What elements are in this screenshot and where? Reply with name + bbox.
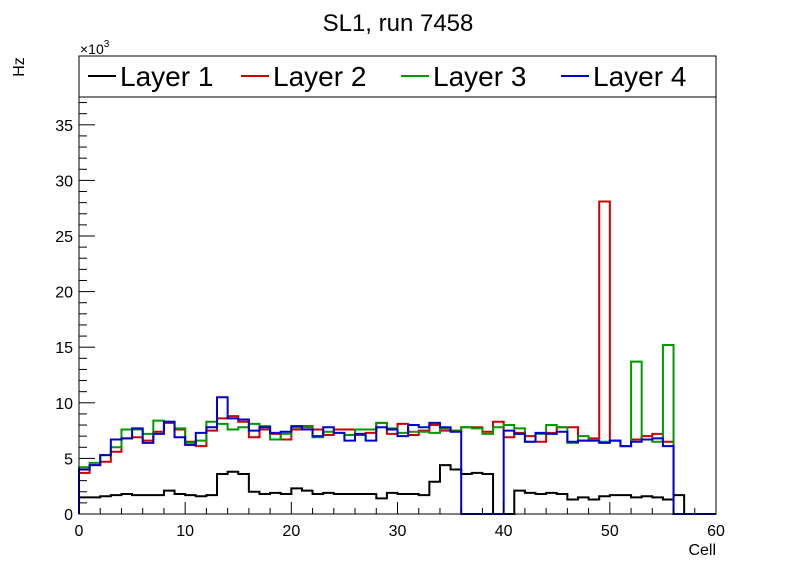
legend: Layer 1 Layer 2 Layer 3 Layer 4 xyxy=(78,55,717,98)
y-tick-label: 20 xyxy=(55,285,73,302)
legend-label-3: Layer 3 xyxy=(433,61,526,92)
legend-label-1: Layer 1 xyxy=(120,61,213,92)
x-tick-label: 30 xyxy=(389,523,407,540)
legend-box xyxy=(78,55,717,98)
y-tick-label: 30 xyxy=(55,173,73,190)
y-tick-label: 0 xyxy=(64,507,73,524)
chart-title: SL1, run 7458 xyxy=(323,10,474,37)
legend-label-2: Layer 2 xyxy=(273,61,366,92)
y-scale-factor: ×103 xyxy=(80,39,110,57)
y-scale-mult: ×10 xyxy=(80,41,104,57)
plot-frame xyxy=(78,96,717,515)
x-tick-label: 40 xyxy=(495,523,513,540)
x-tick-label: 10 xyxy=(176,523,194,540)
histogram-lines xyxy=(78,200,716,515)
y-scale-exponent: 3 xyxy=(104,39,110,50)
series-line-4 xyxy=(78,396,716,515)
y-tick-label: 5 xyxy=(64,451,73,468)
series-line-1 xyxy=(78,464,716,515)
y-tick-label: 35 xyxy=(55,118,73,135)
x-tick-label: 50 xyxy=(601,523,619,540)
x-tick-label: 20 xyxy=(282,523,300,540)
legend-label-4: Layer 4 xyxy=(593,61,686,92)
y-tick-label: 25 xyxy=(55,229,73,246)
x-tick-label: 0 xyxy=(75,523,84,540)
y-axis-label: Hz xyxy=(11,57,28,77)
x-tick-label: 60 xyxy=(707,523,725,540)
y-tick-label: 15 xyxy=(55,340,73,357)
x-axis-label: Cell xyxy=(688,542,716,559)
y-tick-label: 10 xyxy=(55,396,73,413)
axes: 0 10 20 30 40 50 60 0 5 10 15 20 25 30 35 xyxy=(55,96,725,540)
series-line-2 xyxy=(78,200,716,515)
